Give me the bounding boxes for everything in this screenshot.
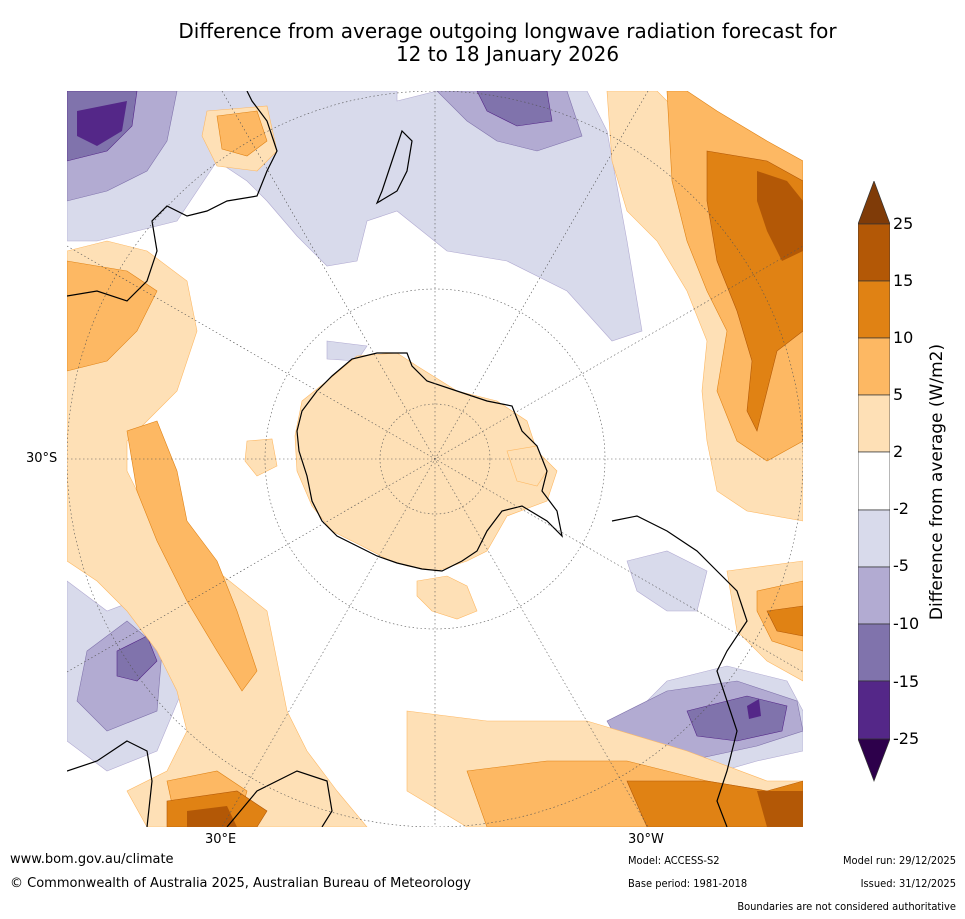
copyright-text: © Commonwealth of Australia 2025, Austra… bbox=[10, 876, 471, 891]
map-panel[interactable] bbox=[67, 91, 803, 827]
colorbar-tick: -2 bbox=[893, 499, 909, 518]
lon-label-30w: 30°W bbox=[628, 832, 664, 847]
colorbar-tick: -5 bbox=[893, 556, 909, 575]
colorbar-label: Difference from average (W/m2) bbox=[927, 343, 947, 621]
model-run-date: Model run: 29/12/2025 bbox=[843, 854, 956, 867]
colorbar-tick: -25 bbox=[893, 729, 920, 748]
colorbar-segment bbox=[858, 394, 890, 453]
base-period: Base period: 1981-2018 bbox=[628, 877, 748, 890]
colorbar-extend-bottom bbox=[858, 738, 890, 782]
graticule bbox=[67, 91, 803, 827]
colorbar-tick: -15 bbox=[893, 672, 920, 691]
map-svg bbox=[67, 91, 803, 827]
colorbar bbox=[858, 181, 890, 782]
colorbar-tick: 25 bbox=[893, 214, 914, 233]
lat-label-30s: 30°S bbox=[26, 451, 58, 466]
colorbar-segment bbox=[858, 623, 890, 682]
colorbar-segment bbox=[858, 566, 890, 625]
colorbar-tick: -10 bbox=[893, 614, 920, 633]
colorbar-tick: 2 bbox=[893, 442, 904, 461]
colorbar-tick: 5 bbox=[893, 385, 904, 404]
lon-label-30e: 30°E bbox=[205, 832, 237, 847]
anomaly-minus15-region bbox=[77, 101, 761, 719]
disclaimer: Boundaries are not considered authoritat… bbox=[737, 900, 956, 913]
colorbar-segment bbox=[858, 680, 890, 740]
colorbar-segment bbox=[858, 223, 890, 282]
colorbar-segment bbox=[858, 451, 890, 511]
title-line-2: 12 to 18 January 2026 bbox=[395, 42, 620, 66]
colorbar-extend-top bbox=[858, 181, 890, 225]
colorbar-tick: 10 bbox=[893, 328, 914, 347]
chart-title: Difference from average outgoing longwav… bbox=[60, 20, 955, 66]
coastlines bbox=[67, 91, 748, 827]
anomaly-plus15-region bbox=[187, 171, 803, 827]
issued-date: Issued: 31/12/2025 bbox=[860, 877, 956, 890]
colorbar-segment bbox=[858, 337, 890, 396]
website-link[interactable]: www.bom.gov.au/climate bbox=[10, 852, 174, 867]
colorbar-tick: 15 bbox=[893, 271, 914, 290]
title-line-1: Difference from average outgoing longwav… bbox=[178, 19, 837, 43]
colorbar-segment bbox=[858, 280, 890, 339]
colorbar-segment bbox=[858, 509, 890, 568]
model-name: Model: ACCESS-S2 bbox=[628, 854, 720, 867]
